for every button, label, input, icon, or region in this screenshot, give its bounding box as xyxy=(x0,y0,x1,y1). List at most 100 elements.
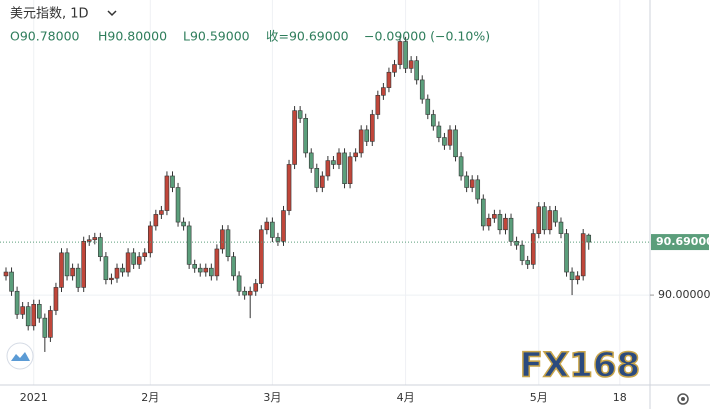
candle-body xyxy=(242,290,247,296)
candle xyxy=(242,286,247,300)
candle-body xyxy=(70,267,75,277)
candle-body xyxy=(547,210,553,231)
candle-body xyxy=(231,256,236,277)
candle xyxy=(436,121,442,143)
candle-body xyxy=(408,60,414,69)
x-tick-label: 2021 xyxy=(20,391,48,404)
candle-body xyxy=(453,129,458,158)
settings-button[interactable] xyxy=(677,393,689,405)
candle xyxy=(403,36,408,74)
dropdown-icon[interactable] xyxy=(107,10,117,17)
candle-body xyxy=(381,87,386,96)
candle-body xyxy=(553,210,558,223)
candle-body xyxy=(469,179,475,188)
candle-body xyxy=(475,179,481,200)
candle-body xyxy=(336,152,342,165)
candle xyxy=(386,67,392,93)
candle xyxy=(125,248,131,277)
candle xyxy=(153,209,159,231)
candle xyxy=(59,248,64,293)
candle-body xyxy=(164,175,170,211)
ohlc-close: 收=90.69000 xyxy=(266,29,349,44)
candle xyxy=(120,263,125,277)
candle xyxy=(425,94,431,120)
candle-body xyxy=(364,129,370,142)
candle xyxy=(347,152,353,189)
candle-body xyxy=(153,214,159,227)
candle-body xyxy=(580,233,586,277)
candle-body xyxy=(220,229,225,250)
candle-body xyxy=(214,248,220,277)
candle xyxy=(564,229,569,277)
candle xyxy=(553,205,558,227)
candle xyxy=(542,202,547,235)
candle xyxy=(286,159,292,216)
candle-body xyxy=(114,267,120,279)
logo-circle[interactable] xyxy=(6,342,34,370)
candle-body xyxy=(59,252,64,288)
logo-button[interactable] xyxy=(6,342,34,370)
candle-body xyxy=(20,306,25,315)
candle xyxy=(536,202,542,239)
candle-body xyxy=(425,98,431,115)
settings-icon[interactable] xyxy=(677,393,689,405)
candle xyxy=(36,299,42,323)
candle xyxy=(475,175,481,204)
candle-body xyxy=(314,167,320,188)
candle-body xyxy=(236,275,242,292)
candle-body xyxy=(159,210,164,215)
candle-body xyxy=(369,114,375,142)
candle xyxy=(25,302,31,331)
chart-title: 美元指数, 1D xyxy=(10,7,89,22)
candle-body xyxy=(25,306,31,327)
candle xyxy=(192,259,197,273)
candle xyxy=(231,252,236,281)
candle-body xyxy=(575,275,580,281)
candle xyxy=(392,59,397,77)
last-price-box xyxy=(651,234,709,251)
candle xyxy=(575,271,580,285)
x-tick-label: 2月 xyxy=(141,391,159,404)
candle xyxy=(270,217,275,243)
candle xyxy=(480,194,486,231)
candle-body xyxy=(103,256,109,281)
candle-body xyxy=(186,225,192,265)
candle-body xyxy=(181,221,186,227)
candle xyxy=(275,232,281,246)
candle xyxy=(508,213,514,246)
candle xyxy=(414,56,419,85)
candle xyxy=(458,152,464,181)
candle-body xyxy=(458,156,464,177)
candle xyxy=(358,125,364,158)
candle xyxy=(381,82,386,100)
settings-icon-center xyxy=(681,397,685,401)
candle-body xyxy=(258,229,264,284)
candle-body xyxy=(419,79,425,100)
candle xyxy=(447,125,453,150)
candle-body xyxy=(120,267,125,273)
candles xyxy=(3,36,592,352)
candle-body xyxy=(525,260,530,265)
candle-body xyxy=(131,252,136,265)
candle xyxy=(9,267,14,296)
candle-body xyxy=(303,118,308,154)
candle-body xyxy=(170,175,175,188)
candle-body xyxy=(480,198,486,227)
candle-body xyxy=(14,290,20,315)
x-tick-label: 3月 xyxy=(263,391,281,404)
candle xyxy=(580,229,586,281)
candle xyxy=(369,109,375,147)
candle-body xyxy=(192,264,197,269)
candle xyxy=(114,263,120,283)
candle-body xyxy=(297,110,303,119)
candle xyxy=(442,132,447,150)
candle xyxy=(92,232,98,245)
candle xyxy=(175,182,181,227)
watermark: FX168 xyxy=(520,346,640,386)
candle-body xyxy=(81,240,86,288)
candle-body xyxy=(397,41,403,65)
candle-body xyxy=(36,304,42,319)
candle xyxy=(170,171,175,193)
candle xyxy=(308,148,314,173)
candle-body xyxy=(270,221,275,238)
